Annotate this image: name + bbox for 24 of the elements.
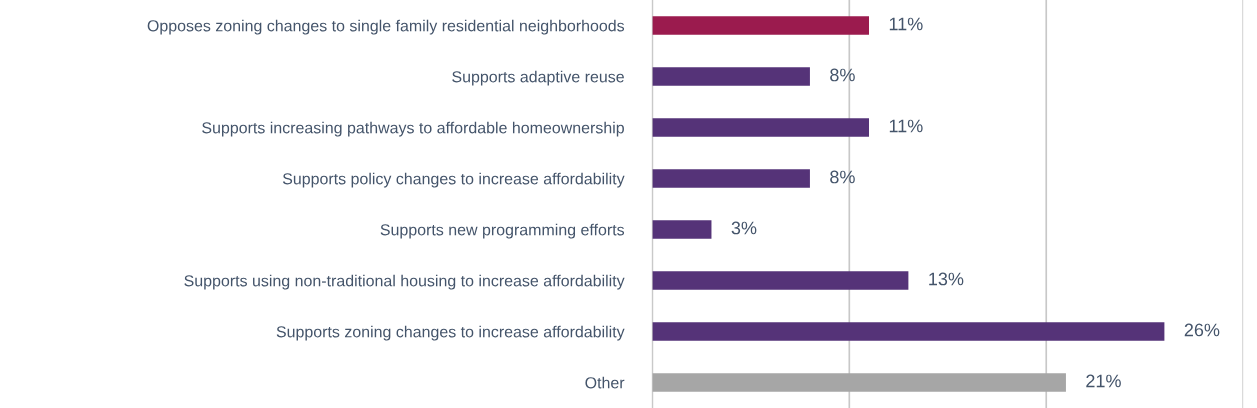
bar: [652, 322, 1165, 341]
data-label: 8%: [830, 170, 855, 184]
bar: [652, 169, 810, 188]
y-tick-label: Supports zoning changes to increase affordability: [276, 325, 625, 341]
y-tick-label: Other: [585, 376, 625, 389]
y-tick-label: Supports policy changes to increase affordability: [282, 172, 625, 188]
data-label: 11%: [889, 17, 923, 31]
bar: [652, 16, 870, 35]
data-label: 3%: [731, 221, 757, 235]
data-label: 8%: [830, 68, 855, 82]
bar: [652, 373, 1066, 392]
y-tick-label: Supports adaptive reuse: [452, 70, 624, 86]
bar: [652, 220, 712, 239]
bar: [652, 271, 909, 290]
data-label: 21%: [1086, 374, 1121, 388]
data-label: 11%: [889, 119, 923, 133]
bar: [652, 67, 810, 86]
data-label: 13%: [929, 272, 964, 286]
data-label: 26%: [1184, 323, 1220, 337]
bar: [652, 118, 870, 137]
y-tick-label: Supports using non-traditional housing to increase affordability: [184, 274, 625, 290]
y-tick-label: Opposes zoning changes to single family residential neighborhoods: [147, 19, 625, 35]
y-tick-label: Supports new programming efforts: [380, 223, 625, 239]
y-tick-label: Supports increasing pathways to affordable homeownership: [202, 121, 624, 137]
